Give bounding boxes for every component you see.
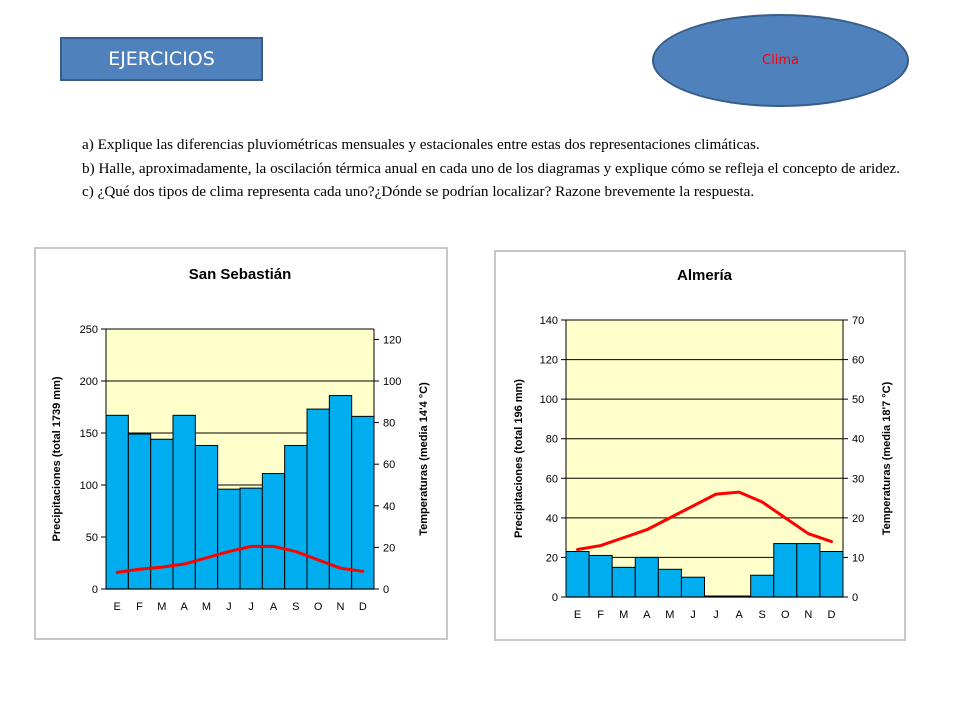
- precipitation-bar: [796, 543, 821, 598]
- y-tick-label: 60: [546, 473, 558, 485]
- y-tick-label: 150: [80, 428, 98, 440]
- y-tick-label: 120: [540, 355, 558, 367]
- precipitation-bar: [634, 556, 659, 598]
- question-b: b) Halle, aproximadamente, la oscilación…: [82, 159, 901, 177]
- y2-tick-label: 0: [383, 584, 389, 596]
- x-tick-label: J: [226, 601, 232, 613]
- precipitation-bar: [328, 395, 353, 590]
- y2-tick-label: 80: [383, 418, 395, 430]
- y2-tick-label: 60: [383, 459, 395, 471]
- precipitation-bar: [819, 550, 844, 598]
- precipitation-bar: [750, 574, 775, 598]
- ejercicios-button[interactable]: EJERCICIOS: [60, 37, 263, 81]
- y-tick-label: 40: [546, 513, 558, 525]
- temperature-line: [115, 544, 365, 574]
- y2-axis-title: Temperaturas (media 18'7 °C): [881, 381, 893, 535]
- y-axis-title: Precipitaciones (total 1739 mm): [51, 376, 63, 541]
- y2-tick-label: 120: [383, 334, 401, 346]
- y2-tick-label: 40: [852, 434, 864, 446]
- x-tick-label: D: [827, 609, 835, 621]
- precipitation-bar: [127, 433, 152, 590]
- y-tick-label: 0: [92, 584, 98, 596]
- x-tick-label: J: [690, 609, 696, 621]
- y-tick-label: 200: [80, 376, 98, 388]
- climograph-almeria: Almería 0 20 40 60 80 100 120 140 0 10 20 30 40 50 60 70…: [513, 267, 893, 621]
- y2-tick-label: 20: [852, 513, 864, 525]
- y-tick-label: 250: [80, 324, 98, 336]
- y-tick-label: 100: [540, 394, 558, 406]
- y2-tick-label: 0: [852, 592, 858, 604]
- precipitation-bar: [565, 550, 590, 598]
- x-tick-label: O: [314, 601, 323, 613]
- x-tick-label: M: [157, 601, 166, 613]
- y2-tick-label: 20: [383, 542, 395, 554]
- y-axis-title: Precipitaciones (total 196 mm): [513, 379, 525, 538]
- x-tick-label: J: [713, 609, 719, 621]
- chart-title: Almería: [677, 267, 733, 284]
- chart-almeria: Almería 0 20 40 60 80 100 120 140 0 10 20 30 40 50 60 70…: [494, 250, 906, 641]
- y2-tick-label: 100: [383, 376, 401, 388]
- y2-tick-label: 30: [852, 473, 864, 485]
- x-tick-label: M: [665, 609, 674, 621]
- y-tick-label: 20: [546, 552, 558, 564]
- x-tick-label: E: [113, 601, 120, 613]
- precipitation-bar: [217, 488, 241, 590]
- clima-button[interactable]: Clima: [652, 14, 909, 107]
- x-tick-label: A: [735, 609, 743, 621]
- x-tick-label: A: [270, 601, 278, 613]
- precipitation-bar: [588, 554, 613, 598]
- y-tick-label: 0: [552, 592, 558, 604]
- precipitation-bar: [657, 568, 682, 598]
- question-c: c) ¿Qué dos tipos de clima representa ca…: [82, 183, 755, 200]
- precipitation-bar: [680, 576, 706, 598]
- x-tick-label: S: [759, 609, 766, 621]
- precipitation-bar: [261, 473, 286, 590]
- question-a: a) Explique las diferencias pluviométric…: [82, 136, 760, 153]
- chart-title: San Sebastián: [189, 266, 292, 283]
- y-tick-label: 140: [540, 315, 558, 327]
- x-tick-label: A: [643, 609, 651, 621]
- precipitation-bar: [611, 566, 636, 598]
- x-tick-label: J: [248, 601, 254, 613]
- y-tick-label: 80: [546, 434, 558, 446]
- x-tick-label: O: [781, 609, 790, 621]
- x-tick-label: N: [337, 601, 345, 613]
- y2-axis-title: Temperaturas (media 14'4 °C): [418, 382, 430, 536]
- y2-tick-label: 10: [852, 552, 864, 564]
- x-tick-label: N: [804, 609, 812, 621]
- precipitation-bar: [284, 444, 308, 590]
- y-tick-label: 50: [86, 532, 98, 544]
- x-tick-label: F: [136, 601, 143, 613]
- precipitation-bar: [194, 444, 219, 590]
- x-tick-label: F: [597, 609, 604, 621]
- y2-tick-label: 40: [383, 501, 395, 513]
- temperature-line: [576, 490, 833, 552]
- precipitation-bar: [351, 415, 375, 590]
- x-tick-label: D: [359, 601, 367, 613]
- exercise-questions: a) Explique las diferencias pluviométric…: [82, 133, 942, 204]
- climograph-san-sebastian: San Sebastián 0 50 100 150 200 250 0 20 40 60 80 100…: [51, 266, 430, 613]
- x-tick-label: S: [292, 601, 299, 613]
- x-tick-label: M: [619, 609, 628, 621]
- precipitation-bar: [105, 414, 129, 590]
- x-tick-label: A: [180, 601, 188, 613]
- x-tick-label: M: [202, 601, 211, 613]
- chart-san-sebastian: San Sebastián 0 50 100 150 200 250 0 20 40 60 80 100…: [34, 247, 448, 640]
- y2-tick-label: 60: [852, 355, 864, 367]
- x-tick-label: E: [574, 609, 581, 621]
- y2-tick-label: 50: [852, 394, 864, 406]
- y-tick-label: 100: [80, 480, 98, 492]
- precipitation-bar: [239, 487, 263, 590]
- y2-tick-label: 70: [852, 315, 864, 327]
- precipitation-bar: [773, 543, 798, 598]
